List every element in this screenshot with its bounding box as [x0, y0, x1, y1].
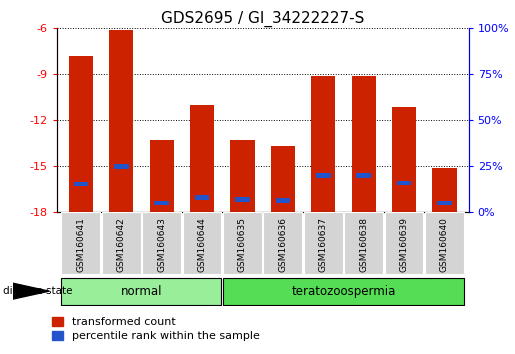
Bar — [352, 76, 376, 212]
Polygon shape — [13, 283, 49, 299]
Text: GSM160643: GSM160643 — [157, 217, 166, 272]
Bar — [392, 107, 416, 212]
Bar — [356, 173, 371, 178]
Bar — [276, 198, 290, 203]
Bar — [304, 212, 342, 274]
Text: teratozoospermia: teratozoospermia — [291, 285, 396, 298]
Bar — [154, 201, 169, 205]
Bar — [432, 168, 456, 212]
Text: disease state: disease state — [3, 286, 72, 296]
Bar — [195, 195, 209, 200]
Bar — [264, 212, 302, 274]
Bar — [149, 140, 174, 212]
Text: GSM160638: GSM160638 — [359, 217, 368, 272]
Bar — [183, 212, 221, 274]
Bar — [385, 212, 423, 274]
Text: normal: normal — [121, 285, 162, 298]
Bar — [190, 105, 214, 212]
Legend: transformed count, percentile rank within the sample: transformed count, percentile rank withi… — [52, 317, 260, 341]
Bar — [271, 147, 295, 212]
Text: GSM160635: GSM160635 — [238, 217, 247, 272]
Bar — [437, 201, 452, 205]
Text: GSM160636: GSM160636 — [278, 217, 287, 272]
Text: GSM160640: GSM160640 — [440, 217, 449, 272]
Bar — [223, 212, 262, 274]
Bar — [344, 212, 383, 274]
Bar — [425, 212, 464, 274]
Text: GSM160642: GSM160642 — [117, 217, 126, 272]
Text: GSM160641: GSM160641 — [76, 217, 85, 272]
Bar — [230, 140, 254, 212]
Bar — [114, 164, 129, 169]
Bar — [61, 278, 221, 305]
Bar — [235, 197, 250, 202]
Bar — [102, 212, 141, 274]
Text: GSM160637: GSM160637 — [319, 217, 328, 272]
Bar — [74, 182, 88, 186]
Bar — [142, 212, 181, 274]
Bar — [61, 212, 100, 274]
Title: GDS2695 / GI_34222227-S: GDS2695 / GI_34222227-S — [161, 11, 364, 27]
Text: GSM160639: GSM160639 — [400, 217, 408, 272]
Bar — [397, 181, 411, 185]
Bar — [223, 278, 464, 305]
Bar — [109, 30, 133, 212]
Text: GSM160644: GSM160644 — [198, 217, 207, 272]
Bar — [316, 173, 331, 178]
Bar — [311, 76, 335, 212]
Bar — [69, 56, 93, 212]
